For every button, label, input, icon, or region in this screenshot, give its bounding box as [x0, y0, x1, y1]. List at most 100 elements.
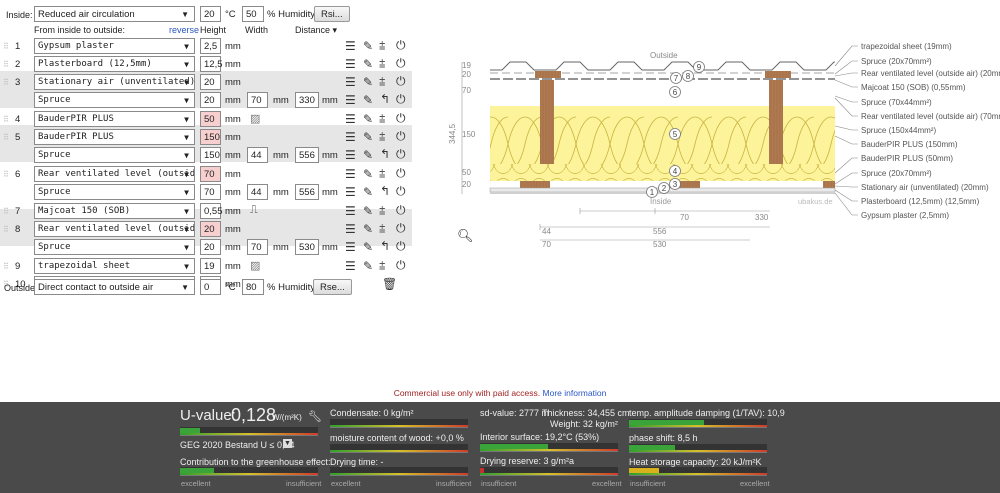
power-icon[interactable]: ⏻: [396, 203, 406, 217]
layer-marker[interactable]: [693, 61, 705, 73]
menu-icon[interactable]: ☰: [345, 93, 356, 107]
drag-handle-icon[interactable]: ⠿: [3, 42, 9, 51]
sublayer-material-select[interactable]: Spruce ▼: [34, 92, 195, 108]
add-sublayer-icon[interactable]: ⩲: [379, 40, 386, 52]
sublayer-distance-input[interactable]: 556: [295, 147, 319, 163]
menu-icon[interactable]: ☰: [345, 57, 356, 71]
menu-icon[interactable]: ☰: [345, 112, 356, 126]
sublayer-width-input[interactable]: 70: [247, 239, 268, 255]
sublayer-height-input[interactable]: 20: [200, 92, 221, 108]
power-icon[interactable]: ⏻: [396, 92, 406, 106]
pencil-icon[interactable]: ✎: [363, 259, 374, 273]
distance-header[interactable]: Distance ▾: [295, 25, 338, 35]
menu-icon[interactable]: ☰: [345, 222, 356, 236]
outside-temp-input[interactable]: 0: [200, 279, 221, 295]
sublayer-distance-input[interactable]: 556: [295, 184, 319, 200]
pencil-icon[interactable]: ✎: [363, 39, 374, 53]
layer-material-select[interactable]: BauderPIR PLUS ▼: [34, 111, 195, 127]
add-sublayer-icon[interactable]: ⩲: [379, 168, 386, 180]
layer-height-input[interactable]: 19: [200, 258, 221, 274]
power-icon[interactable]: ⏻: [396, 166, 406, 180]
add-sublayer-icon[interactable]: ⩲: [379, 260, 386, 272]
pencil-icon[interactable]: ✎: [363, 57, 374, 71]
power-icon[interactable]: ⏻: [396, 184, 406, 198]
layer-height-input[interactable]: 0,55: [200, 203, 223, 219]
add-sublayer-icon[interactable]: ⩲: [379, 113, 386, 125]
menu-icon[interactable]: ☰: [345, 167, 356, 181]
trash-icon[interactable]: 🗑︎: [382, 277, 398, 291]
inside-temp-input[interactable]: 20: [200, 6, 221, 22]
return-arrow-icon[interactable]: ↰: [380, 147, 391, 161]
menu-icon[interactable]: ☰: [345, 75, 356, 89]
power-icon[interactable]: ⏻: [396, 74, 406, 88]
layer-height-input[interactable]: 70: [200, 166, 221, 182]
layer-material-select[interactable]: Stationary air (unventilated) ▼: [34, 74, 195, 90]
outside-humidity-input[interactable]: 80: [242, 279, 264, 295]
power-icon[interactable]: ⏻: [396, 221, 406, 235]
power-icon[interactable]: ⏻: [396, 239, 406, 253]
return-arrow-icon[interactable]: ↰: [380, 184, 391, 198]
more-information-link[interactable]: More information: [542, 388, 607, 398]
add-sublayer-icon[interactable]: ⩲: [379, 223, 386, 235]
drag-handle-icon[interactable]: ⠿: [3, 78, 9, 87]
layer-marker[interactable]: [669, 128, 681, 140]
layer-material-select[interactable]: Plasterboard (12,5mm) ▼: [34, 56, 195, 72]
menu-icon[interactable]: ☰: [345, 185, 356, 199]
geg-dropdown-icon[interactable]: ▼: [283, 439, 292, 448]
sublayer-material-select[interactable]: Spruce ▼: [34, 147, 195, 163]
drag-handle-icon[interactable]: ⠿: [3, 262, 9, 271]
pencil-icon[interactable]: ✎: [363, 240, 374, 254]
power-icon[interactable]: ⏻: [396, 38, 406, 52]
layer-material-select[interactable]: Rear ventilated level (outside air)▼: [34, 221, 195, 237]
power-icon[interactable]: ⏻: [396, 147, 406, 161]
sublayer-distance-input[interactable]: 330: [295, 92, 319, 108]
drag-handle-icon[interactable]: ⠿: [3, 60, 9, 69]
drag-handle-icon[interactable]: ⠿: [3, 207, 9, 216]
sublayer-height-input[interactable]: 20: [200, 239, 221, 255]
layer-marker[interactable]: [646, 186, 658, 198]
membrane-icon[interactable]: ⎍: [250, 204, 258, 216]
layer-material-select[interactable]: BauderPIR PLUS ▼: [34, 129, 195, 145]
pencil-icon[interactable]: ✎: [363, 185, 374, 199]
menu-icon[interactable]: ☰: [345, 240, 356, 254]
pencil-icon[interactable]: ✎: [363, 148, 374, 162]
drag-handle-icon[interactable]: ⠿: [3, 133, 9, 142]
layer-material-select[interactable]: Rear ventilated level (outside air)▼: [34, 166, 195, 182]
drag-handle-icon[interactable]: ⠿: [3, 170, 9, 179]
pencil-icon[interactable]: ✎: [363, 75, 374, 89]
layer-height-input[interactable]: 20: [200, 221, 221, 237]
add-sublayer-icon[interactable]: ⩲: [379, 76, 386, 88]
sublayer-distance-input[interactable]: 530: [295, 239, 319, 255]
hatch-pattern-icon[interactable]: ▨: [250, 113, 261, 125]
wrench-icon[interactable]: 🔧︎: [308, 411, 322, 423]
power-icon[interactable]: ⏻: [396, 111, 406, 125]
return-arrow-icon[interactable]: ↰: [380, 92, 391, 106]
drag-handle-icon[interactable]: ⠿: [3, 115, 9, 124]
drag-handle-icon[interactable]: ⠿: [3, 225, 9, 234]
layer-marker[interactable]: [669, 165, 681, 177]
add-sublayer-icon[interactable]: ⩲: [379, 58, 386, 70]
add-sublayer-icon[interactable]: ⩲: [379, 131, 386, 143]
layer-material-select[interactable]: trapezoidal sheet ▼: [34, 258, 195, 274]
zoom-in-icon[interactable]: 🔍︎: [457, 228, 474, 243]
layer-marker[interactable]: [669, 178, 681, 190]
return-arrow-icon[interactable]: ↰: [380, 239, 391, 253]
pencil-icon[interactable]: ✎: [363, 222, 374, 236]
menu-icon[interactable]: ☰: [345, 148, 356, 162]
menu-icon[interactable]: ☰: [345, 39, 356, 53]
menu-icon[interactable]: ☰: [345, 259, 356, 273]
menu-icon[interactable]: ☰: [345, 130, 356, 144]
inside-condition-select[interactable]: Reduced air circulation ▼: [34, 6, 195, 22]
power-icon[interactable]: ⏻: [396, 56, 406, 70]
layer-height-input[interactable]: 12,5: [200, 56, 223, 72]
pencil-icon[interactable]: ✎: [363, 112, 374, 126]
pencil-icon[interactable]: ✎: [363, 204, 374, 218]
sublayer-height-input[interactable]: 150: [200, 147, 221, 163]
hatch-pattern-icon[interactable]: ▨: [250, 260, 261, 272]
pencil-icon[interactable]: ✎: [363, 167, 374, 181]
layer-material-select[interactable]: Majcoat 150 (SOB) ▼: [34, 203, 195, 219]
layer-marker[interactable]: [670, 72, 682, 84]
pencil-icon[interactable]: ✎: [363, 93, 374, 107]
layer-marker[interactable]: [682, 70, 694, 82]
menu-icon[interactable]: ☰: [345, 204, 356, 218]
